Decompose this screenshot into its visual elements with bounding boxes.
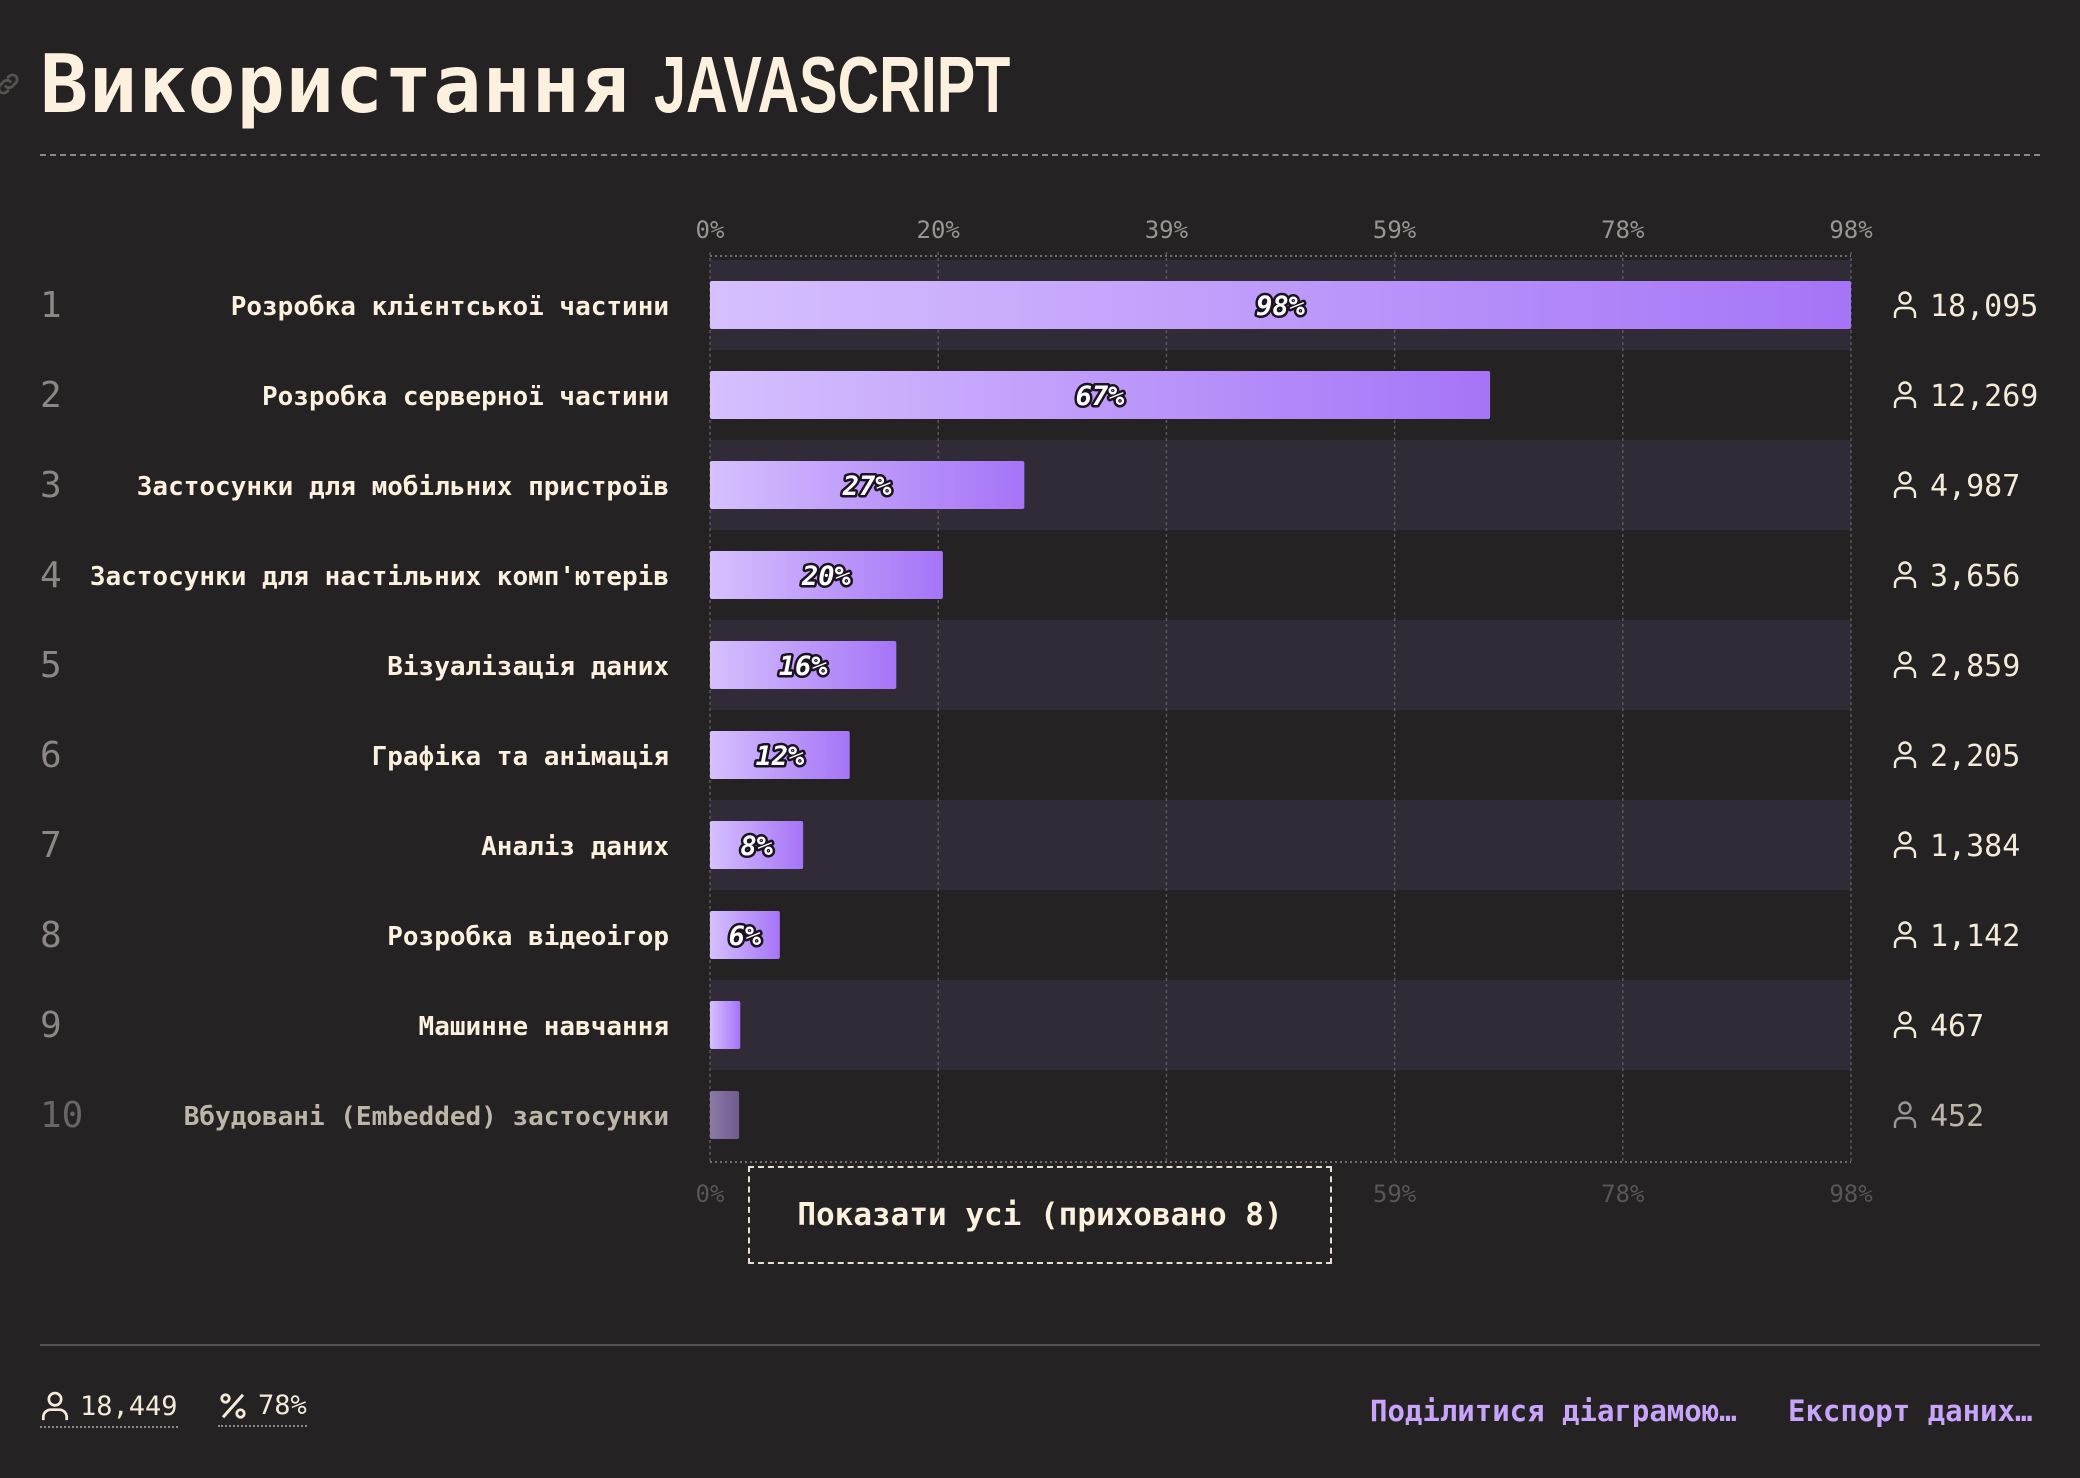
category-label: Візуалізація даних [387,652,669,682]
respondent-percentage[interactable]: 78% [218,1390,307,1427]
category-label: Застосунки для мобільних пристроїв [137,472,669,502]
rank-number: 10 [40,1095,83,1136]
total-respondents-value: 18,449 [80,1390,178,1422]
category-label: Розробка клієнтської частини [231,292,669,322]
respondent-count: 467 [1930,1009,1984,1044]
respondent-count: 4,987 [1930,469,2020,504]
x-tick-label-top: 39% [1145,216,1189,244]
rank-number: 8 [40,915,62,956]
category-label: Аналіз даних [481,832,669,862]
respondent-count: 2,859 [1930,649,2020,684]
bar[interactable] [710,461,1025,509]
user-icon [1893,1011,1917,1038]
category-label: Вбудовані (Embedded) застосунки [184,1102,669,1132]
row-stripe [710,800,1851,890]
category-label: Розробка серверної частини [262,382,669,412]
user-icon [1893,651,1917,678]
user-icon [1893,381,1917,408]
x-tick-label-top: 78% [1601,216,1645,244]
bar[interactable] [710,1091,740,1139]
category-label: Графіка та анімація [372,742,669,772]
user-icon [1893,1101,1917,1128]
respondent-percentage-value: 78% [258,1390,307,1421]
x-tick-label-bottom: 98% [1829,1180,1873,1208]
rank-number: 6 [40,735,62,776]
rank-number: 7 [40,825,62,866]
x-tick-label-top: 20% [917,216,961,244]
respondent-count: 12,269 [1930,379,2038,414]
bar[interactable] [710,371,1491,419]
bar[interactable] [710,911,780,959]
respondent-count: 18,095 [1930,289,2038,324]
user-icon [1893,831,1917,858]
bar[interactable] [710,281,1851,329]
title-main: Використання [40,38,630,131]
rank-number: 4 [40,555,62,596]
show-all-button[interactable]: Показати усі (приховано 8) [748,1166,1332,1264]
bar[interactable] [710,1001,741,1049]
respondent-count: 1,142 [1930,919,2020,954]
respondent-count: 452 [1930,1099,1984,1134]
rank-number: 3 [40,465,62,506]
x-tick-label-top: 59% [1373,216,1417,244]
title-accent: JAVASCRIPT [653,40,1011,129]
x-tick-label-top: 98% [1829,216,1873,244]
link-icon[interactable] [0,70,22,98]
user-icon [1893,921,1917,948]
footer-divider [40,1344,2040,1346]
respondent-count: 3,656 [1930,559,2020,594]
bar[interactable] [710,821,804,869]
respondent-count: 1,384 [1930,829,2020,864]
percent-icon [220,1392,246,1419]
user-icon [1893,561,1917,588]
x-tick-label-bottom: 78% [1601,1180,1645,1208]
user-icon [41,1391,69,1421]
bar[interactable] [710,641,897,689]
export-data-link[interactable]: Експорт даних… [1788,1394,2033,1428]
rank-number: 1 [40,285,62,326]
title-divider [40,154,2040,156]
user-icon [1893,291,1917,318]
user-icon [1893,741,1917,768]
page-title: Використання JAVASCRIPT [40,38,1149,131]
total-respondents[interactable]: 18,449 [40,1390,178,1428]
share-chart-link[interactable]: Поділитися діаграмою… [1370,1394,1737,1428]
user-icon [1893,471,1917,498]
rank-number: 2 [40,375,62,416]
category-label: Машинне навчання [419,1012,669,1042]
rank-number: 5 [40,645,62,686]
category-label: Застосунки для настільних комп'ютерів [90,562,669,592]
x-tick-label-top: 0% [696,216,725,244]
bar[interactable] [710,551,943,599]
x-tick-label-bottom: 59% [1373,1180,1417,1208]
x-tick-label-bottom: 0% [696,1180,725,1208]
row-stripe [710,980,1851,1070]
bar[interactable] [710,731,850,779]
respondent-count: 2,205 [1930,739,2020,774]
category-label: Розробка відеоігор [387,922,669,952]
rank-number: 9 [40,1005,62,1046]
